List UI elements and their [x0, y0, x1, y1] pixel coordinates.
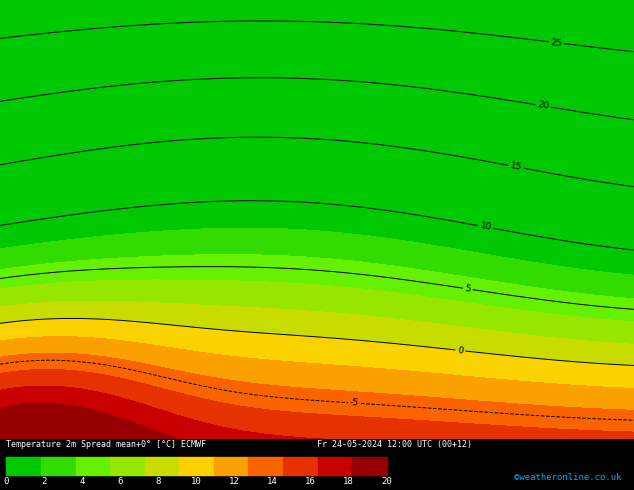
Text: 0: 0: [4, 477, 9, 486]
Text: Fr 24-05-2024 12:00 UTC (00+12): Fr 24-05-2024 12:00 UTC (00+12): [317, 440, 472, 448]
Text: 6: 6: [118, 477, 123, 486]
Text: 16: 16: [306, 477, 316, 486]
Bar: [214, 457, 249, 474]
Text: 4: 4: [80, 477, 85, 486]
Text: 10: 10: [191, 477, 202, 486]
Text: -5: -5: [350, 398, 359, 408]
Text: 14: 14: [268, 477, 278, 486]
Bar: [283, 457, 318, 474]
Text: ©weatheronline.co.uk: ©weatheronline.co.uk: [514, 473, 621, 482]
Text: 10: 10: [479, 221, 492, 232]
Text: 25: 25: [550, 38, 563, 48]
Text: 8: 8: [156, 477, 161, 486]
Bar: [179, 457, 214, 474]
Text: Temperature 2m Spread mean+0° [°C] ECMWF: Temperature 2m Spread mean+0° [°C] ECMWF: [6, 440, 206, 448]
Text: 18: 18: [344, 477, 354, 486]
Bar: [318, 457, 352, 474]
Text: 20: 20: [537, 100, 550, 111]
Text: 12: 12: [230, 477, 240, 486]
Text: 20: 20: [382, 477, 392, 486]
Bar: [6, 457, 41, 474]
Bar: [249, 457, 283, 474]
Bar: [75, 457, 110, 474]
Bar: [145, 457, 179, 474]
Text: 5: 5: [464, 284, 471, 294]
Text: 2: 2: [42, 477, 47, 486]
Bar: [352, 457, 387, 474]
Text: 15: 15: [510, 161, 522, 172]
Bar: [41, 457, 75, 474]
Bar: [110, 457, 145, 474]
Text: 0: 0: [457, 346, 463, 355]
